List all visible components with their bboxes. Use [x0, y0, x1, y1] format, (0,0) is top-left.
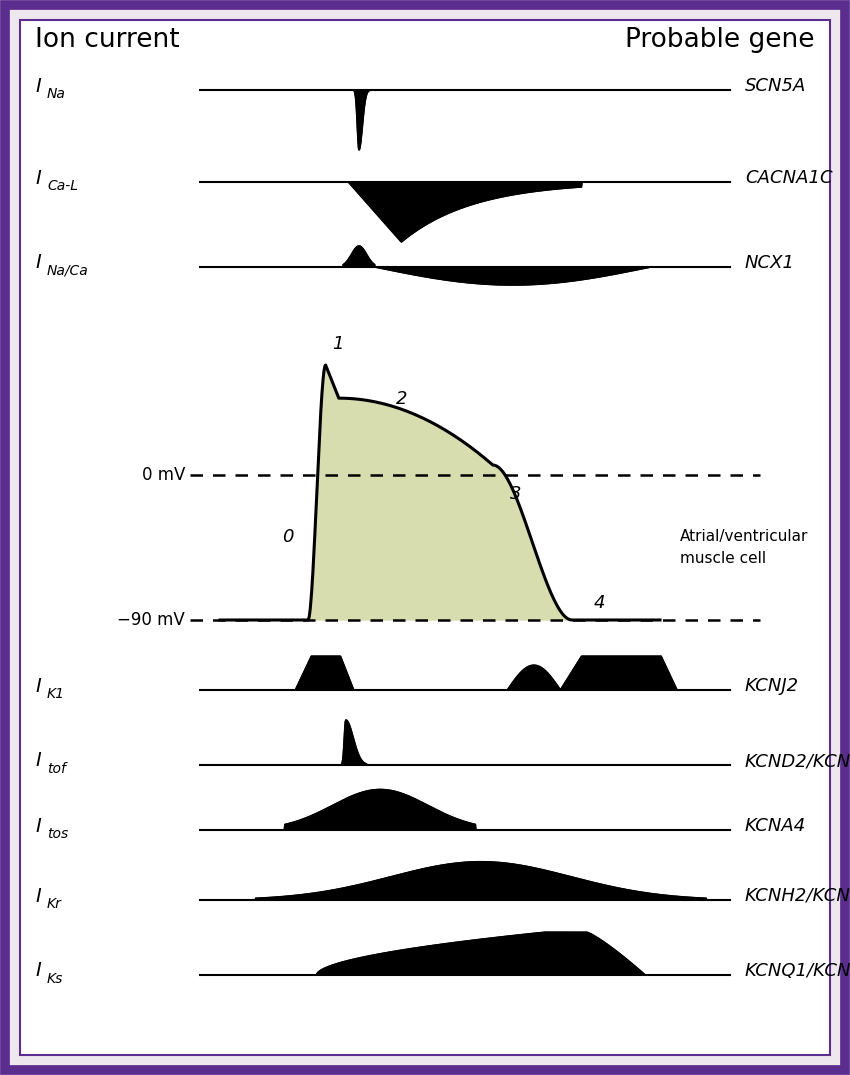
Polygon shape — [200, 932, 730, 975]
Polygon shape — [200, 720, 730, 765]
Text: Kr: Kr — [47, 897, 62, 911]
Polygon shape — [200, 789, 730, 830]
Polygon shape — [220, 366, 660, 620]
Polygon shape — [200, 90, 730, 149]
Text: 4: 4 — [594, 594, 605, 612]
Text: Ca-L: Ca-L — [47, 180, 78, 194]
Text: NCX1: NCX1 — [745, 254, 795, 272]
Text: 2: 2 — [396, 390, 407, 408]
Text: I: I — [35, 254, 41, 272]
Text: Na/Ca: Na/Ca — [47, 264, 88, 278]
Text: I: I — [35, 961, 41, 980]
Polygon shape — [200, 656, 730, 690]
Polygon shape — [200, 182, 730, 242]
Text: 0 mV: 0 mV — [142, 465, 185, 484]
Text: 3: 3 — [510, 485, 522, 503]
Polygon shape — [200, 246, 730, 285]
Text: Ion current: Ion current — [35, 27, 179, 53]
Polygon shape — [200, 862, 730, 900]
Text: 0: 0 — [282, 529, 294, 546]
Text: KCNH2/KCNE2: KCNH2/KCNE2 — [745, 887, 850, 905]
Text: SCN5A: SCN5A — [745, 77, 807, 95]
Text: I: I — [35, 817, 41, 835]
Text: I: I — [35, 169, 41, 187]
Text: Atrial/ventricular
muscle cell: Atrial/ventricular muscle cell — [680, 529, 808, 567]
Text: Na: Na — [47, 87, 66, 101]
Text: −90 mV: −90 mV — [117, 611, 185, 629]
Text: tof: tof — [47, 762, 66, 776]
Text: K1: K1 — [47, 687, 65, 701]
Text: CACNA1C: CACNA1C — [745, 169, 833, 187]
Text: KCND2/KCND3: KCND2/KCND3 — [745, 752, 850, 770]
Text: KCNA4: KCNA4 — [745, 817, 807, 835]
Text: I: I — [35, 887, 41, 905]
Text: KCNJ2: KCNJ2 — [745, 677, 799, 696]
Text: tos: tos — [47, 827, 68, 841]
Text: I: I — [35, 751, 41, 771]
Text: 1: 1 — [332, 335, 343, 353]
Text: Probable gene: Probable gene — [626, 27, 815, 53]
Text: I: I — [35, 676, 41, 696]
Text: I: I — [35, 76, 41, 96]
Text: Ks: Ks — [47, 972, 64, 986]
Text: KCNQ1/KCNE1: KCNQ1/KCNE1 — [745, 962, 850, 980]
